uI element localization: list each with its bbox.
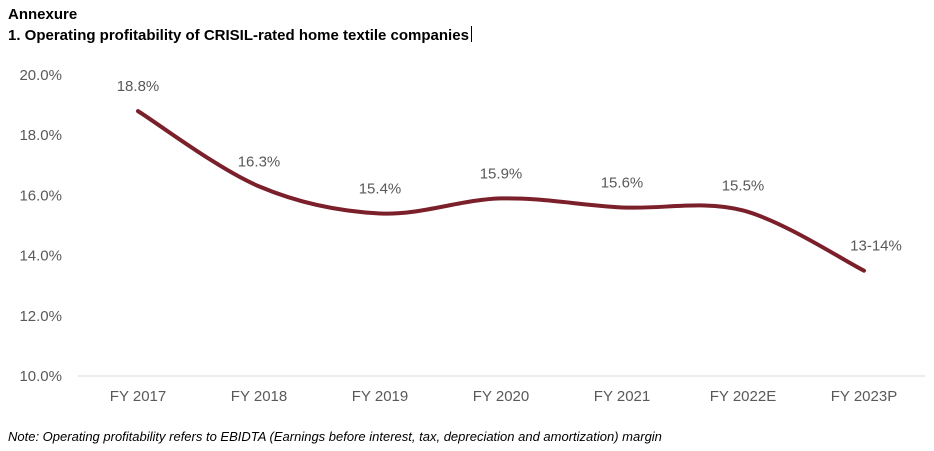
x-tick-label: FY 2018: [231, 388, 287, 405]
data-label: 18.8%: [117, 78, 160, 95]
y-tick-label: 18.0%: [19, 127, 62, 144]
section-heading: Annexure: [8, 6, 78, 23]
x-tick-label: FY 2022E: [710, 388, 776, 405]
data-label: 13-14%: [850, 238, 902, 255]
x-tick-label: FY 2019: [352, 388, 408, 405]
y-tick-label: 12.0%: [19, 308, 62, 325]
x-tick-label: FY 2017: [110, 388, 166, 405]
y-tick-label: 14.0%: [19, 248, 62, 265]
data-label: 16.3%: [238, 153, 281, 170]
x-tick-label: FY 2020: [473, 388, 529, 405]
x-tick-label: FY 2021: [594, 388, 650, 405]
y-tick-label: 20.0%: [19, 67, 62, 84]
chart-title: 1. Operating profitability of CRISIL-rat…: [8, 26, 472, 44]
y-tick-label: 10.0%: [19, 368, 62, 385]
data-label: 15.5%: [722, 177, 765, 194]
data-label: 15.6%: [601, 174, 644, 191]
x-tick-label: FY 2023P: [831, 388, 897, 405]
y-tick-label: 16.0%: [19, 187, 62, 204]
data-label: 15.9%: [480, 165, 523, 182]
data-label: 15.4%: [359, 180, 402, 197]
footnote: Note: Operating profitability refers to …: [8, 429, 662, 444]
